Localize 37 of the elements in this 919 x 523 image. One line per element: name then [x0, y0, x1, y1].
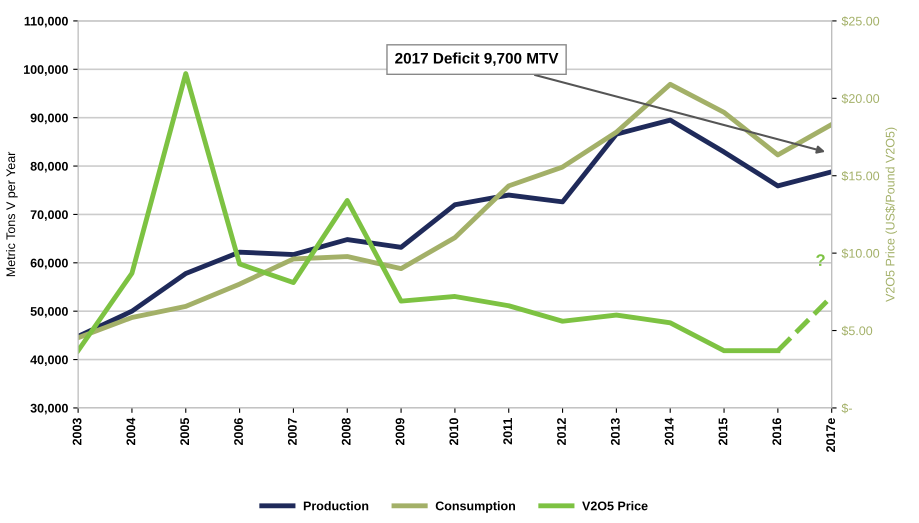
y2-tick-label: $20.00 [842, 94, 880, 104]
x-tick-label: 2007 [288, 418, 297, 446]
annotation: ? [816, 254, 825, 266]
y-tick-label: 110,000 [24, 16, 68, 28]
annotation: 2017 Deficit 9,700 MTV [395, 52, 558, 66]
y2-tick-label: $25.00 [842, 16, 880, 26]
y2-tick-label: $15.00 [842, 171, 880, 182]
x-tick-label: 2006 [234, 418, 243, 446]
y-tick-label: 80,000 [30, 162, 68, 173]
x-tick-label: 2013 [610, 418, 620, 446]
x-tick-label: 2017e [826, 418, 836, 452]
y-tick-label: 50,000 [30, 306, 68, 318]
x-tick-label: 2016 [772, 418, 782, 446]
y-axis-title: Metric Tons V per Year [6, 152, 18, 276]
x-tick-label: 2011 [503, 418, 512, 444]
x-tick-label: 2005 [180, 418, 190, 446]
y-tick-label: 70,000 [30, 210, 68, 221]
x-tick-label: 2010 [449, 418, 458, 446]
legend-label: V2O5 Price [582, 501, 648, 510]
y-tick-label: 100,000 [24, 65, 68, 76]
y2-tick-label: $- [842, 403, 852, 414]
x-tick-label: 2009 [396, 418, 404, 446]
legend-label: Consumption [436, 501, 516, 513]
y-tick-label: 90,000 [30, 113, 68, 124]
x-tick-label: 2003 [72, 418, 82, 446]
x-tick-label: 2008 [342, 418, 351, 446]
y2-tick-label: $10.00 [842, 248, 880, 259]
y-tick-label: 40,000 [30, 355, 68, 366]
x-tick-label: 2014 [664, 418, 674, 446]
x-tick-label: 2004 [126, 418, 136, 446]
y-tick-label: 60,000 [30, 258, 68, 270]
y-tick-label: 30,000 [30, 404, 68, 414]
x-tick-label: 2015 [718, 418, 728, 446]
y2-axis-title: V2O5 Price (US$/Pound V2O5) [885, 128, 898, 302]
legend-label: Production [304, 501, 368, 510]
x-tick-label: 2012 [557, 418, 566, 446]
y2-tick-label: $5.00 [842, 326, 872, 336]
